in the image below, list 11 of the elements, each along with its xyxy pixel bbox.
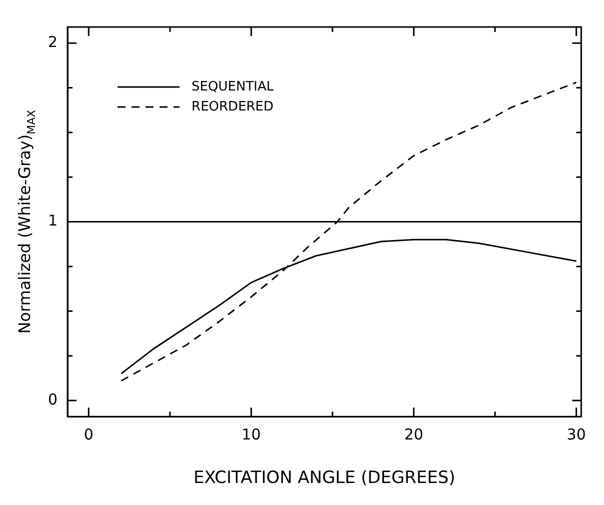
y-tick-label: 1 [48, 212, 58, 230]
y-tick-label: 2 [48, 32, 58, 51]
x-tick-label: 10 [242, 425, 261, 444]
y-axis-title: Normalized (White-Gray)MAX [15, 109, 38, 334]
x-tick-label: 0 [84, 425, 94, 444]
legend-label: REORDERED [192, 99, 274, 114]
x-tick-label: 20 [404, 425, 424, 444]
x-axis-title: EXCITATION ANGLE (DEGREES) [193, 468, 456, 488]
x-tick-label: 30 [566, 425, 586, 444]
legend-label: SEQUENTIAL [192, 79, 274, 94]
y-tick-label: 0 [48, 390, 58, 408]
